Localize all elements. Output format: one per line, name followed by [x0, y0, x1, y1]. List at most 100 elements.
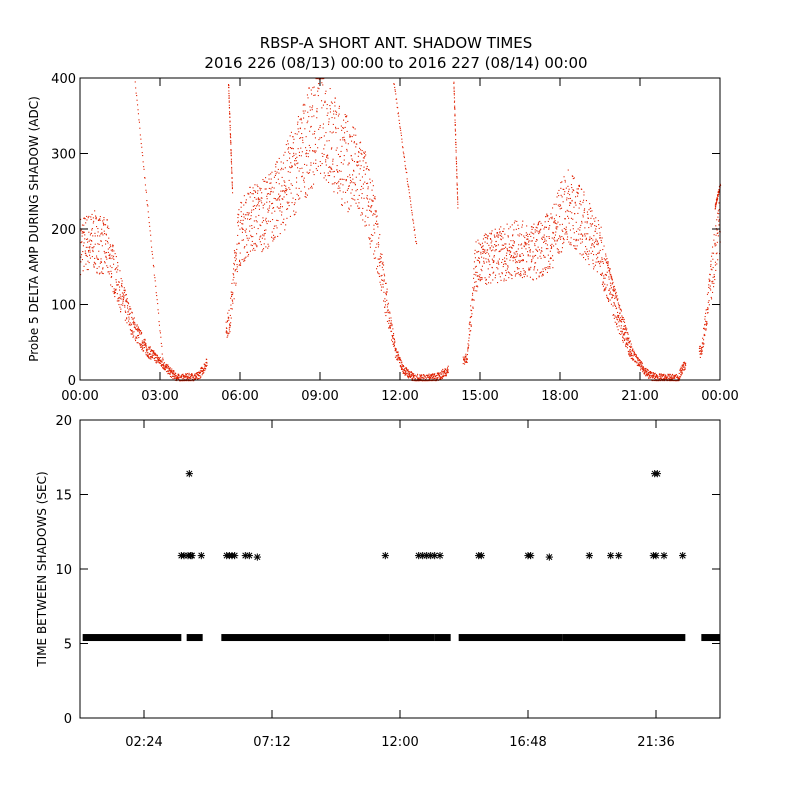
top-scatter-point — [323, 135, 325, 137]
top-scatter-point — [313, 86, 315, 88]
top-scatter-point — [422, 380, 424, 382]
top-scatter-point — [246, 212, 248, 214]
top-scatter-point — [587, 213, 589, 215]
top-scatter-point — [151, 356, 153, 358]
top-scatter-point — [367, 216, 369, 218]
top-scatter-point — [285, 144, 287, 146]
top-scatter-point — [323, 172, 325, 174]
top-scatter-point — [82, 232, 84, 234]
top-scatter-point — [281, 211, 283, 213]
top-scatter-point — [117, 284, 119, 286]
top-scatter-point — [560, 205, 562, 207]
top-scatter-point — [616, 323, 618, 325]
top-scatter-point — [306, 94, 308, 96]
top-scatter-point — [187, 377, 189, 379]
top-scatter-point — [170, 376, 172, 378]
top-streak-point — [413, 226, 415, 228]
top-scatter-point — [543, 236, 545, 238]
top-scatter-point — [372, 194, 374, 196]
top-scatter-point — [169, 373, 171, 375]
top-scatter-point — [277, 198, 279, 200]
top-scatter-point — [120, 304, 122, 306]
top-scatter-point — [536, 239, 538, 241]
top-scatter-point — [702, 345, 704, 347]
top-scatter-point — [655, 380, 657, 382]
top-scatter-point — [706, 308, 708, 310]
top-scatter-point — [311, 185, 313, 187]
top-scatter-point — [122, 300, 124, 302]
bottom-x-tick-label: 12:00 — [381, 735, 418, 750]
top-scatter-point — [275, 225, 277, 227]
top-scatter-point — [465, 356, 467, 358]
top-scatter-point — [577, 193, 579, 195]
top-scatter-point — [545, 243, 547, 245]
top-scatter-point — [322, 127, 324, 129]
top-streak-point — [407, 183, 409, 185]
top-scatter-point — [232, 302, 234, 304]
top-scatter-point — [364, 155, 366, 157]
top-scatter-point — [351, 136, 353, 138]
top-scatter-point — [335, 126, 337, 128]
top-streak-point — [404, 165, 406, 167]
top-scatter-point — [188, 374, 190, 376]
top-scatter-point — [668, 380, 670, 382]
top-scatter-point — [637, 360, 639, 362]
top-scatter-point — [678, 372, 680, 374]
top-scatter-point — [658, 374, 660, 376]
top-scatter-point — [643, 369, 645, 371]
top-scatter-point — [385, 282, 387, 284]
top-scatter-point — [570, 202, 572, 204]
top-scatter-point — [102, 267, 104, 269]
top-streak-point — [408, 186, 410, 188]
top-scatter-point — [257, 202, 259, 204]
top-scatter-point — [272, 191, 274, 193]
top-scatter-point — [378, 275, 380, 277]
top-scatter-point — [568, 198, 570, 200]
top-scatter-point — [359, 142, 361, 144]
top-scatter-point — [357, 207, 359, 209]
top-scatter-point — [91, 228, 93, 230]
top-scatter-point — [142, 347, 144, 349]
top-scatter-point — [386, 299, 388, 301]
top-scatter-point — [191, 373, 193, 375]
top-scatter-point — [227, 335, 229, 337]
top-scatter-point — [559, 236, 561, 238]
top-scatter-point — [152, 357, 154, 359]
top-scatter-point — [709, 285, 711, 287]
top-scatter-point — [185, 376, 187, 378]
top-scatter-point — [311, 109, 313, 111]
top-scatter-point — [312, 150, 314, 152]
top-scatter-point — [235, 282, 237, 284]
top-scatter-point — [245, 199, 247, 201]
top-scatter-point — [682, 363, 684, 365]
top-scatter-point — [504, 257, 506, 259]
top-scatter-point — [710, 265, 712, 267]
top-scatter-point — [410, 375, 412, 377]
top-scatter-point — [682, 366, 684, 368]
top-scatter-point — [137, 342, 139, 344]
top-streak-point — [230, 137, 232, 139]
top-scatter-point — [246, 244, 248, 246]
top-scatter-point — [483, 260, 485, 262]
top-streak-point — [453, 86, 455, 88]
top-scatter-point — [613, 303, 615, 305]
top-scatter-point — [171, 368, 173, 370]
top-scatter-point — [356, 143, 358, 145]
top-scatter-point — [543, 228, 545, 230]
top-scatter-point — [666, 380, 668, 382]
top-streak-point — [605, 259, 607, 261]
top-scatter-point — [618, 318, 620, 320]
top-streak-point — [158, 324, 160, 326]
top-scatter-point — [333, 113, 335, 115]
top-scatter-point — [619, 317, 621, 319]
top-scatter-point — [512, 260, 514, 262]
top-scatter-point — [397, 351, 399, 353]
top-scatter-point — [596, 243, 598, 245]
top-scatter-point — [228, 329, 230, 331]
top-scatter-point — [383, 264, 385, 266]
top-scatter-point — [199, 372, 201, 374]
top-scatter-point — [154, 359, 156, 361]
top-scatter-point — [151, 349, 153, 351]
top-scatter-point — [131, 330, 133, 332]
top-scatter-point — [637, 358, 639, 360]
